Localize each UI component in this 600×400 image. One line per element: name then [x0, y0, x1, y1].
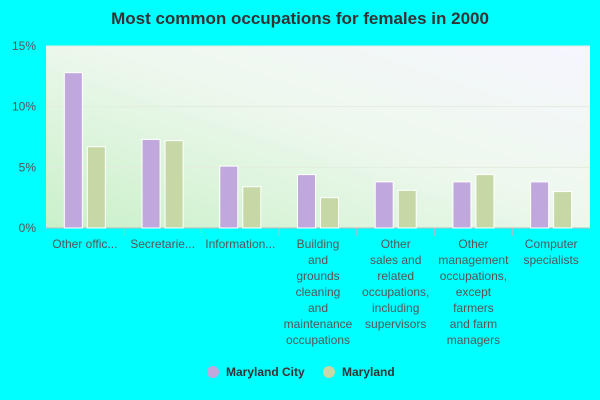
chart-title: Most common occupations for females in 2…: [111, 9, 489, 28]
bar-maryland-city: [297, 174, 316, 229]
x-category-label: Other: [381, 237, 411, 251]
legend-label: Maryland: [342, 365, 395, 379]
bar-maryland-city: [452, 181, 472, 229]
x-category-label: Information...: [205, 237, 275, 251]
y-tick-label: 15%: [12, 39, 36, 53]
x-category-label: Other offic...: [52, 237, 117, 251]
bar-maryland-city: [141, 138, 161, 229]
gridlines: [46, 45, 590, 229]
plot-area: [46, 46, 590, 228]
bar-maryland: [397, 189, 417, 229]
y-tick-label: 5%: [19, 160, 37, 174]
bar-maryland: [242, 186, 262, 229]
bar-maryland-city: [219, 165, 239, 229]
x-category-label: cleaning: [296, 285, 341, 299]
legend: Maryland City Maryland: [207, 365, 395, 379]
x-category-label: Computer: [525, 237, 578, 251]
legend-swatch: [207, 366, 219, 378]
legend-swatch: [323, 366, 335, 378]
x-category-label: Building: [297, 237, 340, 251]
x-category-label: specialists: [523, 253, 578, 267]
x-category-label: and farm: [450, 317, 497, 331]
x-category-label: and: [308, 253, 328, 267]
x-category-label: management: [438, 253, 509, 267]
x-category-label: including: [372, 301, 419, 315]
bar-maryland: [320, 197, 339, 229]
bar-maryland: [475, 174, 495, 229]
x-axis-labels: Other offic... Secretarie... Information..…: [52, 228, 579, 347]
x-category-label: managers: [447, 333, 500, 347]
x-category-label: Other: [458, 237, 488, 251]
x-category-label: except: [456, 285, 492, 299]
x-category-label: farmers: [453, 301, 494, 315]
x-category-label: sales and: [370, 253, 421, 267]
y-tick-label: 10%: [12, 100, 36, 114]
x-category-label: grounds: [296, 269, 339, 283]
y-tick-label: 0%: [19, 221, 37, 235]
x-category-label: and: [308, 301, 328, 315]
bar-maryland: [86, 146, 106, 229]
x-category-label: maintenance: [284, 317, 353, 331]
bar-maryland-city: [63, 72, 83, 229]
x-category-label: Secretarie...: [130, 237, 195, 251]
x-category-label: occupations,: [440, 269, 507, 283]
bar-maryland: [164, 140, 184, 229]
bars: [63, 72, 573, 229]
bar-maryland-city: [374, 181, 394, 229]
legend-label: Maryland City: [226, 365, 305, 379]
y-axis-ticks: 0% 5% 10% 15%: [12, 39, 36, 235]
bar-maryland: [553, 191, 573, 229]
x-category-label: occupations: [286, 333, 350, 347]
x-category-label: occupations,: [362, 285, 429, 299]
bar-maryland-city: [530, 181, 550, 229]
x-category-label: related: [377, 269, 414, 283]
x-category-label: supervisors: [365, 317, 426, 331]
